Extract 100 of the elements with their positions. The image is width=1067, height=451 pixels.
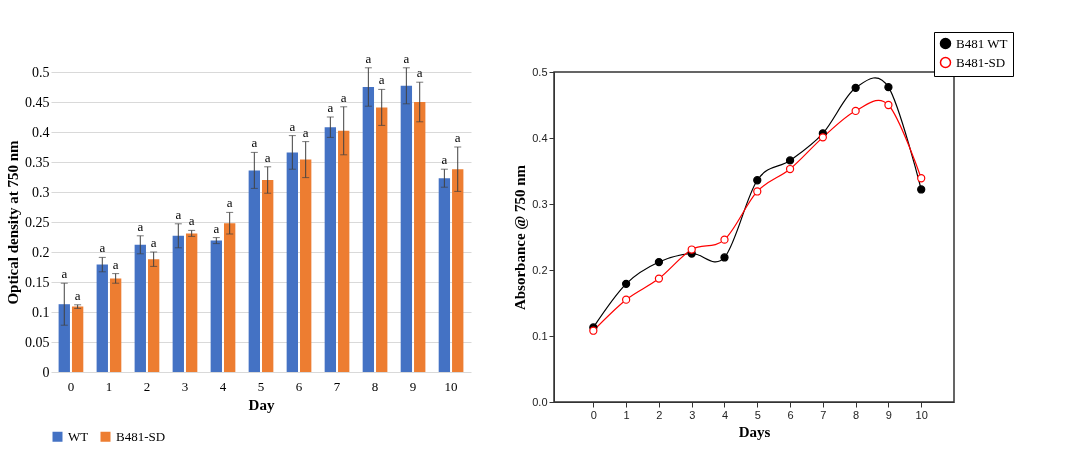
- y-tick-label: 0: [42, 364, 50, 380]
- x-tick-label: 1: [105, 378, 113, 394]
- point: [654, 274, 664, 283]
- bar: [362, 87, 375, 372]
- y-tick-label: 0.2: [532, 263, 548, 276]
- data-label: a: [340, 89, 347, 105]
- data-label: a: [112, 256, 119, 272]
- y-tick-label: 0.45: [25, 94, 50, 110]
- point: [622, 295, 631, 304]
- point: [720, 235, 729, 244]
- data-label: a: [137, 218, 144, 234]
- y-tick-label: 0.15: [25, 274, 50, 290]
- bar: [376, 107, 388, 372]
- bar: [324, 127, 337, 372]
- bar: [58, 304, 70, 372]
- point: [884, 83, 893, 92]
- data-label: a: [302, 124, 309, 140]
- data-label: a: [454, 130, 461, 145]
- x-tick-label: 4: [219, 378, 227, 394]
- data-label: a: [99, 240, 106, 256]
- data-label: a: [289, 118, 296, 134]
- data-label: a: [150, 235, 157, 250]
- y-tick-label: 0.2: [32, 244, 50, 260]
- x-tick-label: 5: [754, 408, 761, 421]
- x-tick-label: 10: [915, 408, 928, 421]
- point: [753, 176, 762, 185]
- bar: [414, 102, 426, 372]
- y-tick-label: 0.0: [532, 395, 548, 408]
- bar: [262, 180, 274, 372]
- data-label: a: [264, 149, 271, 165]
- point: [818, 133, 827, 142]
- y-tick-label: 0.1: [532, 329, 548, 342]
- x-tick-label: 7: [820, 408, 827, 421]
- point: [884, 100, 893, 110]
- x-tick-label: 3: [689, 408, 696, 421]
- x-tick-label: 4: [721, 408, 729, 421]
- legend-label: B481-SD: [116, 428, 166, 444]
- point: [753, 187, 762, 196]
- legend-label: B481-SD: [956, 54, 1006, 70]
- legend-label: B481 WT: [956, 35, 1008, 51]
- x-tick-label: 0: [590, 408, 597, 421]
- bar: [338, 130, 350, 372]
- x-tick-label: 5: [257, 378, 265, 394]
- data-label: a: [61, 266, 68, 282]
- bar: [71, 306, 84, 372]
- point: [785, 156, 795, 165]
- y-tick-label: 0.4: [532, 131, 548, 144]
- y-tick-label: 0.3: [532, 197, 548, 210]
- point: [654, 257, 664, 267]
- point: [917, 174, 926, 183]
- point: [622, 279, 631, 288]
- x-tick-label: 8: [371, 378, 379, 394]
- x-tick-label: 8: [853, 408, 860, 421]
- data-label: a: [175, 206, 182, 222]
- bar: [452, 169, 464, 372]
- bar: [147, 259, 160, 372]
- bar: [286, 152, 299, 372]
- data-label: a: [441, 152, 448, 168]
- bar: [438, 178, 451, 372]
- x-tick-label: 6: [295, 378, 303, 394]
- data-label: a: [74, 287, 81, 303]
- data-label: a: [251, 135, 258, 151]
- data-label: a: [416, 65, 423, 81]
- bar: [248, 170, 260, 372]
- data-label: a: [226, 195, 233, 211]
- data-label: a: [327, 100, 334, 115]
- y-tick-label: 0.05: [25, 334, 50, 350]
- bar: [109, 278, 122, 372]
- y-tick-label: 0.3: [32, 184, 50, 200]
- bar: [172, 235, 184, 372]
- x-tick-label: 9: [885, 408, 892, 421]
- x-tick-label: 3: [181, 378, 189, 394]
- point: [917, 185, 926, 194]
- bar: [223, 223, 236, 372]
- bar: [400, 85, 413, 372]
- point: [687, 245, 696, 254]
- data-label: a: [403, 50, 410, 66]
- x-tick-label: 2: [656, 408, 663, 421]
- x-tick-label: 7: [333, 378, 341, 394]
- point: [785, 164, 795, 174]
- x-tick-label: 9: [409, 378, 417, 394]
- point: [720, 253, 729, 262]
- x-tick-label: 10: [444, 378, 458, 394]
- data-label: a: [365, 50, 372, 66]
- data-label: a: [188, 213, 195, 229]
- x-tick-label: 0: [67, 378, 75, 394]
- bar: [96, 264, 108, 372]
- bar: [300, 159, 312, 372]
- y-tick-label: 0.5: [32, 64, 50, 80]
- y-axis-title: Absorbance @ 750 nm: [512, 164, 529, 311]
- y-axis-title: Optical density at 750 nm: [5, 139, 21, 305]
- x-tick-label: 6: [787, 408, 794, 421]
- x-axis-title: Day: [248, 396, 275, 413]
- y-tick-label: 0.35: [25, 154, 50, 170]
- legend-label: WT: [68, 428, 89, 444]
- y-tick-label: 0.4: [32, 124, 50, 140]
- data-label: a: [378, 72, 385, 88]
- point: [851, 106, 860, 116]
- y-tick-label: 0.1: [32, 304, 50, 320]
- x-tick-label: 2: [143, 378, 151, 394]
